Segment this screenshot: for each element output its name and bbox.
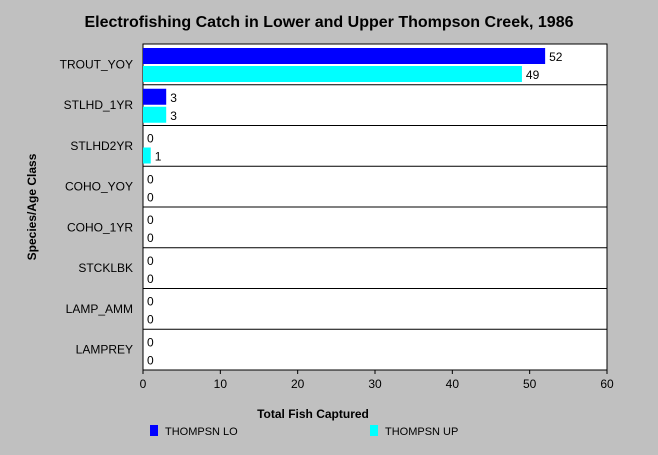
category-label: STCKLBK	[78, 261, 133, 275]
x-tick-label: 40	[446, 377, 460, 391]
data-label: 1	[155, 150, 162, 164]
data-label: 0	[147, 272, 154, 286]
data-label: 0	[147, 353, 154, 367]
bars	[143, 48, 546, 164]
x-tick-label: 50	[523, 377, 537, 391]
data-label: 0	[147, 254, 154, 268]
category-label: TROUT_YOY	[60, 57, 133, 71]
legend-swatch	[370, 425, 378, 436]
legend: THOMPSN LO THOMPSN UP	[150, 425, 458, 438]
data-label: 3	[170, 91, 177, 105]
category-separators	[143, 84, 607, 330]
x-axis-label: Total Fish Captured	[257, 407, 369, 421]
x-tick-label: 0	[140, 377, 147, 391]
category-label: COHO_1YR	[67, 220, 133, 234]
data-label: 3	[170, 109, 177, 123]
bar	[143, 88, 167, 105]
x-tick-label: 60	[600, 377, 614, 391]
y-axis-label: Species/Age Class	[25, 153, 39, 260]
bar	[143, 106, 167, 123]
category-label: COHO_YOY	[65, 180, 133, 194]
category-label: LAMPREY	[76, 343, 133, 357]
data-label: 0	[147, 190, 154, 204]
x-axis-ticks: 0 10 20 30 40 50 60	[140, 370, 614, 391]
data-label: 0	[147, 313, 154, 327]
category-label: STLHD2YR	[70, 139, 133, 153]
bar	[143, 48, 546, 64]
data-label: 49	[526, 68, 540, 82]
data-label: 52	[549, 50, 563, 64]
x-tick-label: 10	[214, 377, 228, 391]
x-axis-label-box	[2, 376, 655, 396]
x-tick-label: 20	[291, 377, 305, 391]
category-label: STLHD_1YR	[64, 98, 134, 112]
legend-label: THOMPSN LO	[165, 426, 238, 438]
chart-title: Electrofishing Catch in Lower and Upper …	[85, 14, 574, 31]
x-tick-label: 30	[368, 377, 382, 391]
legend-swatch	[150, 425, 158, 436]
category-label: LAMP_AMM	[66, 302, 133, 316]
bar	[143, 66, 522, 82]
data-label: 0	[147, 213, 154, 227]
data-label: 0	[147, 231, 154, 245]
data-label: 0	[147, 132, 154, 146]
category-labels: TROUT_YOY STLHD_1YR STLHD2YR COHO_YOY COHO_1…	[60, 57, 134, 356]
data-label: 0	[147, 172, 154, 186]
data-label: 0	[147, 295, 154, 309]
data-label: 0	[147, 335, 154, 349]
bar	[143, 147, 151, 164]
legend-label: THOMPSN UP	[385, 426, 458, 438]
